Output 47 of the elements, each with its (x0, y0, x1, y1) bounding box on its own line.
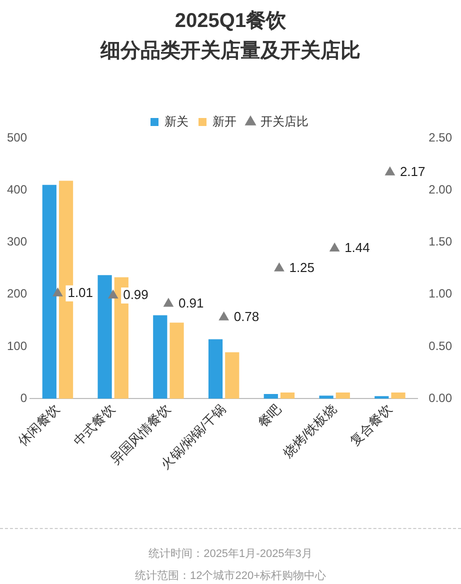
data-label: 1.01 (68, 284, 94, 300)
y2-tick-label: 0.00 (428, 391, 452, 406)
data-label: 0.99 (123, 287, 148, 302)
legend-label: 新关 (164, 114, 188, 128)
point (219, 312, 229, 320)
bar (42, 184, 56, 399)
data-label: 2.17 (400, 164, 426, 179)
point (385, 166, 395, 176)
point (108, 290, 118, 298)
point (274, 262, 284, 272)
point (52, 288, 63, 296)
x-tick-label: 餐吧 (254, 401, 284, 430)
y2-tick-label: 1.00 (428, 286, 452, 301)
bar (264, 394, 278, 399)
y-tick-label: 100 (6, 338, 28, 353)
y2-tick-label: 2.00 (428, 182, 452, 196)
y-tick-label: 200 (6, 286, 28, 301)
point (164, 298, 174, 307)
y2-tick-label: 1.50 (428, 234, 452, 249)
y2-tick-label: 0.50 (428, 338, 452, 353)
y-tick-label: 300 (6, 234, 28, 249)
bar (280, 392, 295, 399)
legend-label: 新开 (212, 114, 236, 128)
bar (153, 315, 168, 399)
bar (225, 352, 240, 399)
data-label: 0.78 (234, 308, 260, 324)
legend-label: 开关店比 (260, 114, 308, 128)
data-label: 0.91 (178, 295, 204, 310)
data-label: 1.25 (289, 260, 315, 275)
bar (374, 396, 389, 399)
data-label: 1.44 (344, 240, 370, 256)
y2-tick-label: 2.50 (428, 130, 452, 144)
point (330, 243, 340, 252)
bar (170, 322, 184, 399)
bar (98, 275, 112, 399)
chart-subtitle: 细分品类开关店量及开关店比 (99, 38, 362, 64)
x-tick-label: 中式餐饮 (70, 401, 118, 449)
text: 统计范围：12个城市220+标杆购物中心 (134, 568, 327, 584)
bar (336, 392, 350, 399)
bar (391, 392, 406, 399)
text: 统计时间：2025年1月-2025年3月 (148, 546, 314, 562)
x-tick-label: 复合餐饮 (347, 401, 395, 449)
bar (208, 339, 223, 399)
chart-title: 2025Q1餐饮 (174, 9, 288, 34)
y-tick-label: 500 (6, 130, 28, 144)
bar (319, 396, 334, 399)
y-tick-label: 400 (6, 182, 28, 196)
